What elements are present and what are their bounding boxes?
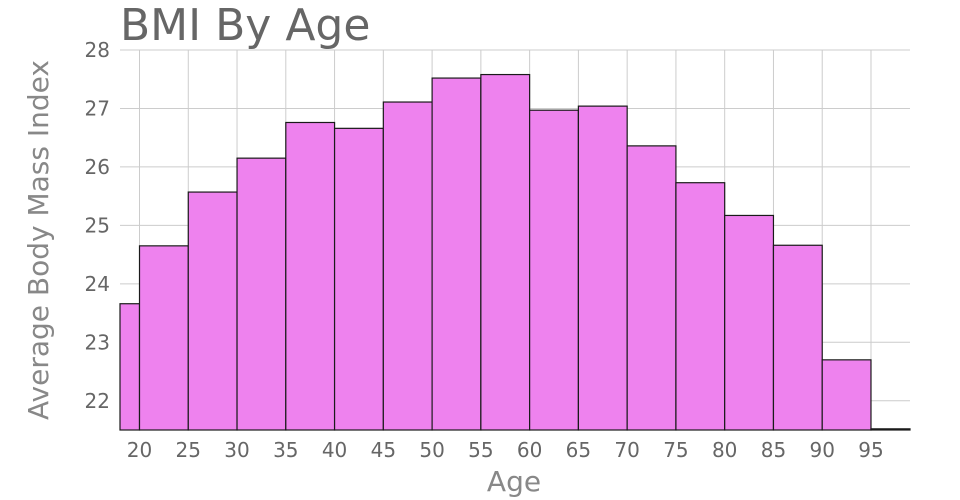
x-axis-label: Age (487, 465, 541, 498)
bar-20-25 (138, 245, 189, 431)
bar-30-35 (236, 157, 287, 431)
y-tick-label: 22 (85, 389, 110, 413)
x-tick-label: 45 (371, 438, 396, 462)
x-tick-label: 30 (224, 438, 249, 462)
bar-18-20 (119, 303, 141, 431)
bar-40-45 (333, 127, 384, 431)
x-tick-label: 50 (419, 438, 444, 462)
x-tick-label: 90 (809, 438, 834, 462)
y-tick-label: 25 (85, 213, 110, 237)
x-tick-label: 35 (273, 438, 298, 462)
y-tick-labels: 22 23 24 25 26 27 28 (85, 38, 110, 413)
x-tick-label: 40 (322, 438, 347, 462)
y-tick-label: 23 (85, 330, 110, 354)
x-tick-label: 80 (712, 438, 737, 462)
x-tick-label: 60 (517, 438, 542, 462)
y-tick-label: 27 (85, 96, 110, 120)
x-tick-labels: 20 25 30 35 40 45 50 55 60 65 70 75 80 85 90 95 (127, 438, 884, 462)
y-tick-label: 28 (85, 38, 110, 62)
bar-25-30 (187, 191, 238, 431)
x-tick-label: 25 (176, 438, 201, 462)
x-tick-label: 70 (614, 438, 639, 462)
x-tick-label: 65 (566, 438, 591, 462)
bar-95-99 (870, 428, 911, 431)
bar-80-85 (724, 214, 775, 431)
chart-title: BMI By Age (120, 0, 370, 51)
bar-65-70 (577, 105, 628, 431)
bar-45-50 (382, 101, 433, 431)
x-tick-label: 85 (761, 438, 786, 462)
bar-90-95 (821, 359, 872, 431)
bar-55-60 (480, 73, 531, 431)
y-tick-label: 24 (85, 272, 110, 296)
bars (119, 73, 911, 431)
y-axis-label: Average Body Mass Index (22, 60, 55, 420)
bar-85-90 (772, 244, 823, 431)
x-tick-label: 55 (468, 438, 493, 462)
bar-50-55 (431, 77, 482, 431)
bar-75-80 (675, 182, 726, 431)
y-tick-label: 26 (85, 155, 110, 179)
bar-35-40 (285, 121, 336, 431)
x-tick-label: 20 (127, 438, 152, 462)
bar-70-75 (626, 145, 677, 431)
x-tick-label: 95 (858, 438, 883, 462)
bar-60-65 (529, 109, 579, 431)
x-tick-label: 75 (663, 438, 688, 462)
